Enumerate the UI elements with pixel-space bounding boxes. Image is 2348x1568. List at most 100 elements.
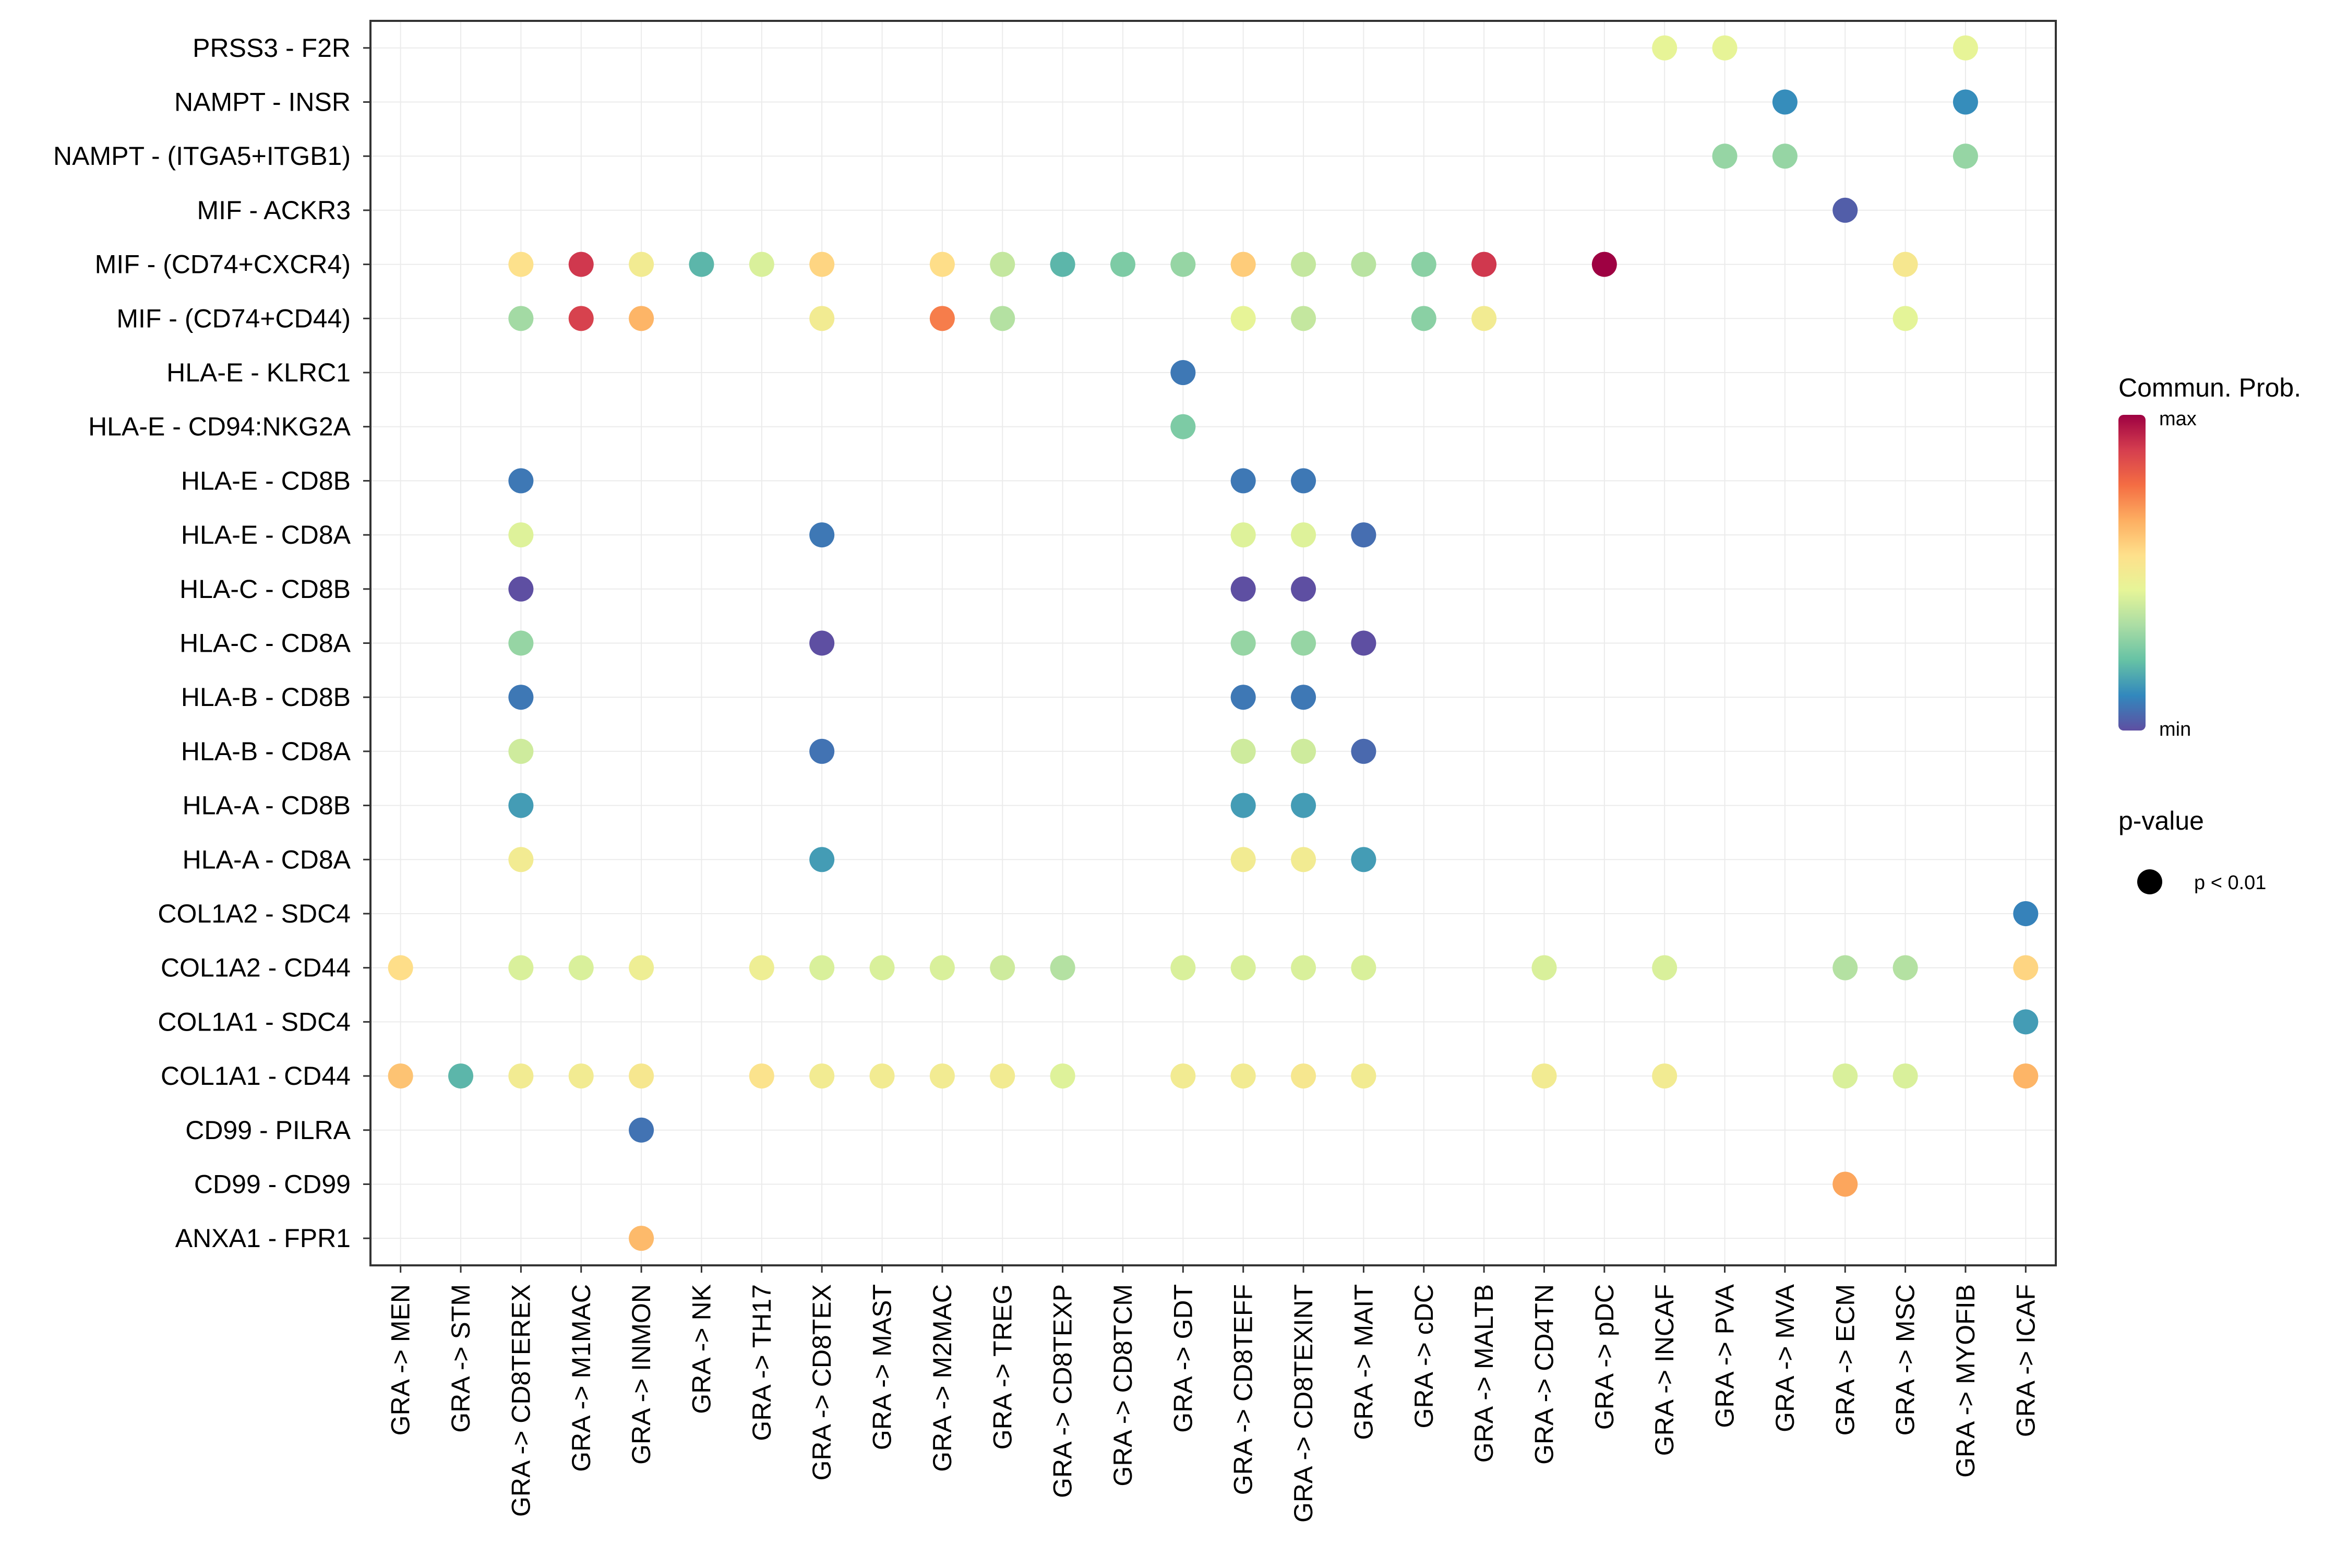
data-point (1291, 576, 1316, 602)
data-point (929, 306, 955, 331)
data-point (1591, 252, 1617, 277)
data-point (1230, 955, 1256, 980)
x-tick-label: GRA -> pDC (1590, 1284, 1619, 1430)
y-tick-label: MIF - (CD74+CXCR4) (95, 250, 351, 279)
data-point (508, 847, 534, 872)
y-tick-label: HLA-C - CD8A (179, 629, 351, 658)
data-point (568, 252, 594, 277)
y-tick-label: NAMPT - (ITGA5+ITGB1) (53, 141, 351, 171)
x-tick-label: GRA -> NK (687, 1284, 716, 1414)
data-point (1230, 306, 1256, 331)
data-point (1230, 468, 1256, 494)
data-point (749, 955, 774, 980)
data-point (508, 576, 534, 602)
data-point (1291, 1063, 1316, 1089)
data-point (809, 306, 835, 331)
y-tick-label: HLA-E - KLRC1 (166, 358, 351, 387)
data-point (689, 252, 714, 277)
x-tick-label: GRA -> MAST (868, 1284, 897, 1450)
data-point (1291, 738, 1316, 764)
data-point (1351, 252, 1376, 277)
data-point (1772, 143, 1798, 169)
size-legend-label: p < 0.01 (2194, 872, 2266, 894)
data-point (1351, 847, 1376, 872)
data-point (1351, 1063, 1376, 1089)
y-tick-label: HLA-E - CD8B (181, 466, 351, 495)
x-axis-tick-labels: GRA -> MEN GRA -> STM GRA -> CD8TEREX GRA -… (386, 1265, 2040, 1523)
data-point (1351, 955, 1376, 980)
data-point (1652, 955, 1678, 980)
data-point (1411, 252, 1436, 277)
data-point (1411, 306, 1436, 331)
data-point (809, 955, 835, 980)
x-tick-label: GRA -> CD8TEX (807, 1284, 836, 1481)
data-point (1712, 143, 1738, 169)
data-point (1952, 143, 1978, 169)
data-point (1832, 1171, 1858, 1197)
data-point (929, 252, 955, 277)
data-point (1351, 738, 1376, 764)
data-point (1170, 252, 1196, 277)
data-point (1230, 630, 1256, 656)
y-tick-label: COL1A1 - CD44 (161, 1061, 351, 1091)
y-tick-label: HLA-E - CD8A (181, 520, 351, 549)
data-point (1230, 738, 1256, 764)
x-tick-label: GRA -> CD8TEXINT (1289, 1284, 1318, 1523)
data-point (1291, 847, 1316, 872)
x-tick-label: GRA -> MALTB (1469, 1284, 1499, 1463)
x-tick-label: GRA -> INCAF (1650, 1284, 1679, 1456)
data-point (1291, 793, 1316, 818)
data-point (809, 847, 835, 872)
legend: Commun. Prob. max min p-value p < 0.01 (2118, 373, 2301, 894)
data-point (1531, 1063, 1557, 1089)
x-tick-label: GRA -> TH17 (747, 1284, 776, 1441)
data-point (508, 738, 534, 764)
x-tick-label: GRA -> ECM (1830, 1284, 1860, 1435)
data-point (1230, 522, 1256, 548)
data-point (1531, 955, 1557, 980)
grid-lines (370, 21, 2056, 1265)
data-point (508, 630, 534, 656)
data-point (388, 1063, 413, 1089)
color-legend-max-label: max (2159, 408, 2197, 430)
data-point (749, 1063, 774, 1089)
data-point (809, 252, 835, 277)
data-point (869, 955, 895, 980)
data-point (1170, 955, 1196, 980)
data-point (1170, 414, 1196, 439)
data-point (1291, 306, 1316, 331)
data-point (508, 468, 534, 494)
y-tick-label: NAMPT - INSR (174, 88, 351, 117)
data-point (1952, 35, 1978, 61)
data-point (1772, 89, 1798, 115)
data-point (508, 522, 534, 548)
data-point (568, 955, 594, 980)
data-point (448, 1063, 474, 1089)
data-point (1291, 685, 1316, 710)
data-point (1832, 197, 1858, 223)
x-tick-label: GRA -> CD8TEFF (1229, 1284, 1258, 1495)
data-point (1230, 685, 1256, 710)
x-tick-label: GRA -> CD8TCM (1108, 1284, 1137, 1487)
y-tick-label: HLA-A - CD8A (183, 845, 351, 874)
data-point (809, 522, 835, 548)
data-point (1050, 955, 1075, 980)
data-point (629, 1063, 654, 1089)
data-point (1230, 847, 1256, 872)
y-tick-label: COL1A1 - SDC4 (158, 1007, 351, 1036)
x-tick-label: GRA -> CD8TEXP (1048, 1284, 1077, 1498)
color-legend-title: Commun. Prob. (2118, 373, 2301, 402)
data-point (990, 1063, 1015, 1089)
x-tick-label: GRA -> cDC (1409, 1284, 1439, 1428)
data-point (508, 793, 534, 818)
y-tick-label: HLA-A - CD8B (183, 791, 351, 820)
y-tick-label: MIF - (CD74+CD44) (116, 304, 351, 333)
x-tick-label: GRA -> CD8TEREX (506, 1284, 535, 1517)
data-point (508, 306, 534, 331)
data-point (1832, 955, 1858, 980)
data-point (629, 1117, 654, 1143)
y-tick-label: HLA-C - CD8B (179, 574, 351, 604)
x-tick-label: GRA -> STM (446, 1284, 475, 1433)
data-point (1471, 306, 1497, 331)
